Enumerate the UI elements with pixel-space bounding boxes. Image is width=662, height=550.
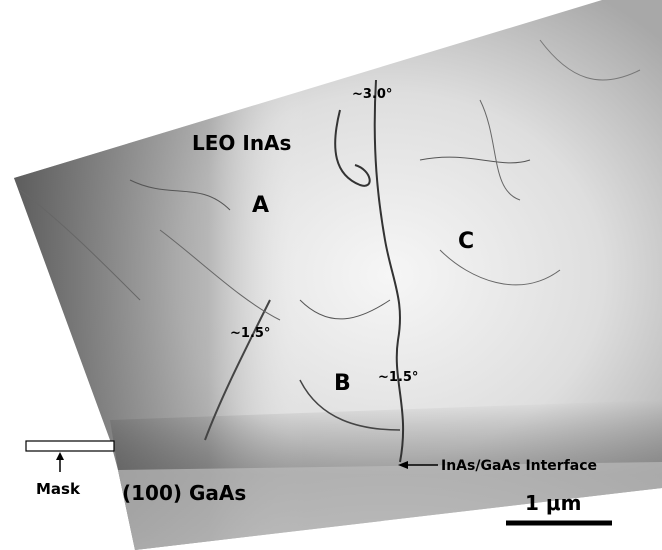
angle-label: ~1.5°	[230, 326, 270, 341]
region-label: C	[458, 229, 474, 254]
arrowhead	[56, 452, 64, 460]
substrate-label: (100) GaAs	[122, 481, 246, 505]
angle-label: ~1.5°	[378, 370, 418, 385]
scale-label: 1 μm	[525, 491, 581, 515]
mask-label: Mask	[36, 480, 81, 498]
micrograph-figure: ~3.0° LEO InAs A C ~1.5° B ~1.5° InAs/Ga…	[0, 0, 662, 550]
angle-label: ~3.0°	[352, 87, 392, 102]
region-label: LEO InAs	[192, 131, 291, 155]
region-label: B	[334, 371, 351, 396]
region-label: A	[252, 193, 269, 218]
mask-shape	[26, 441, 114, 451]
interface-label: InAs/GaAs Interface	[441, 458, 597, 474]
